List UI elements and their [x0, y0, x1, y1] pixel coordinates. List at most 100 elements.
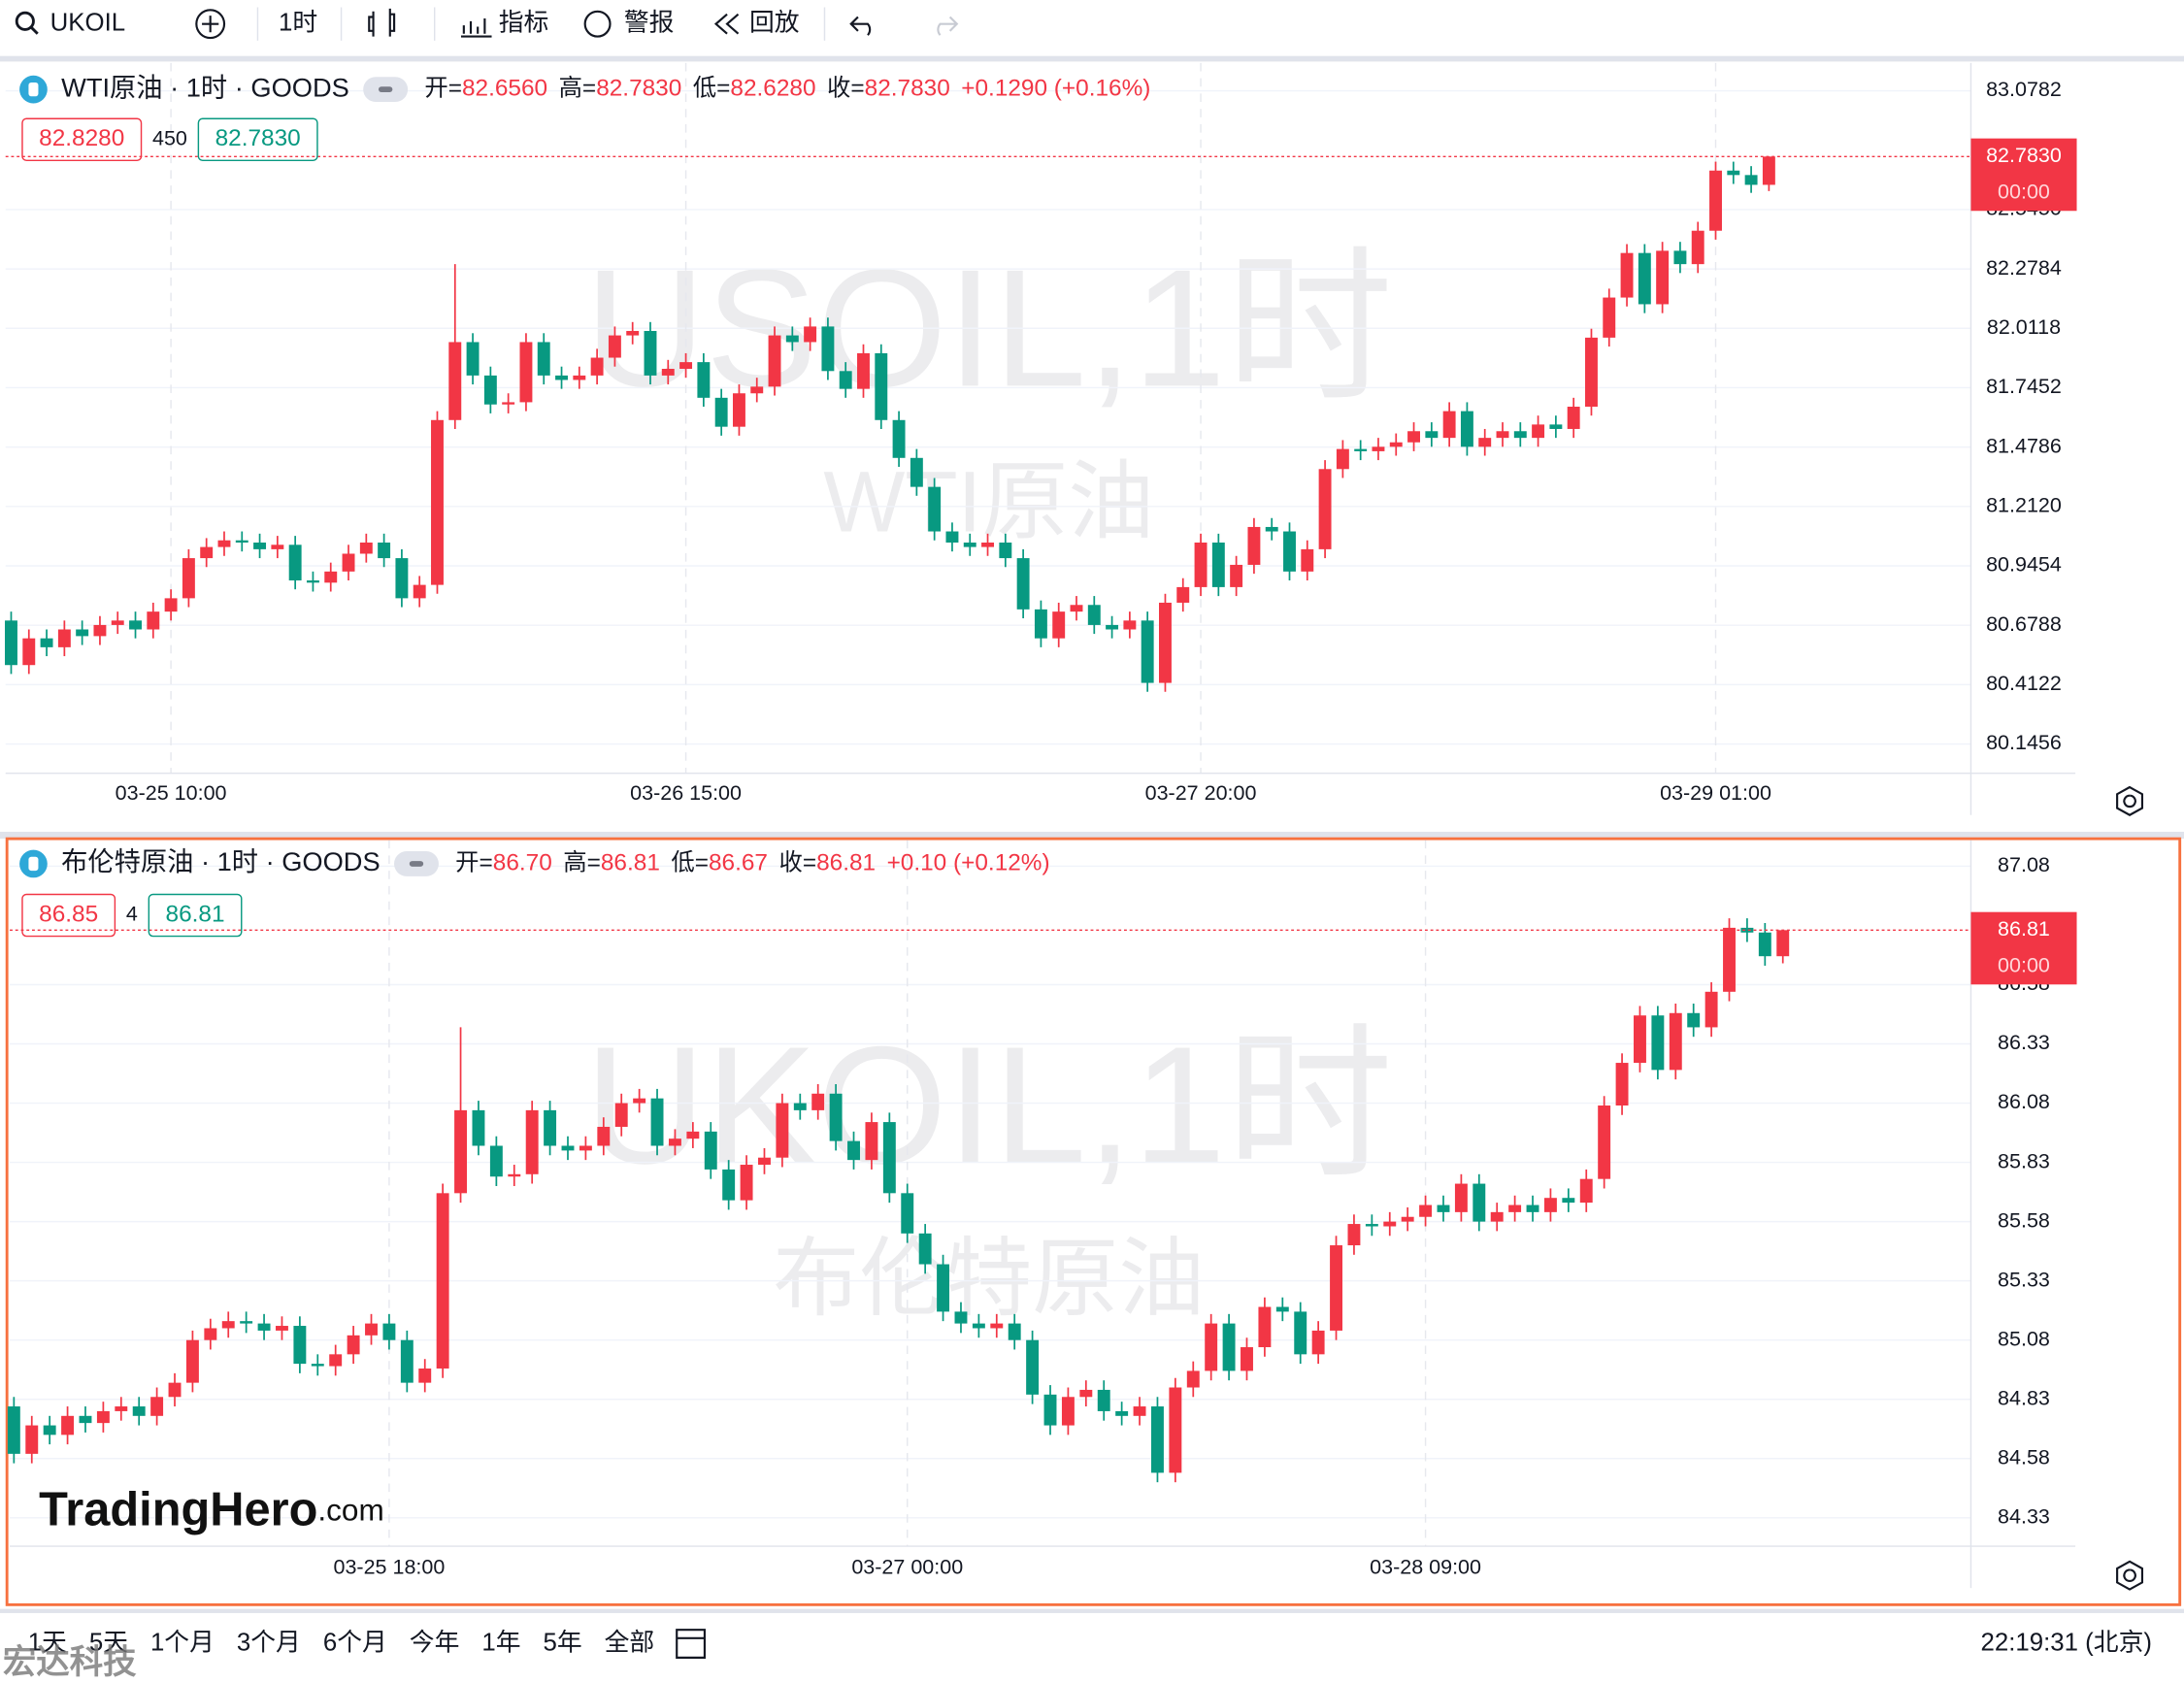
candle-body — [271, 544, 284, 549]
candle-body — [400, 1339, 414, 1383]
candle-body — [1549, 424, 1563, 429]
logo-suffix: .com — [317, 1493, 383, 1528]
candle-body — [768, 335, 781, 387]
candle-body — [1615, 1063, 1629, 1106]
settings-icon[interactable] — [2116, 1560, 2144, 1591]
candle-body — [1651, 1015, 1665, 1071]
y-tick-label: 83.0782 — [1986, 78, 2062, 101]
toolbar-divider — [256, 7, 826, 41]
candle-body — [489, 1145, 503, 1177]
redo-icon[interactable] — [937, 16, 959, 36]
source-icon-inner — [28, 856, 39, 872]
bid: 82.8280 — [39, 125, 124, 151]
candle-body — [1460, 411, 1473, 447]
toolbar-item[interactable]: 警报 — [624, 9, 675, 37]
toolbar-item[interactable]: 回放 — [749, 9, 800, 37]
candle-body — [472, 1109, 485, 1146]
last-price-tag — [1970, 138, 2077, 212]
candle-body — [972, 1323, 985, 1329]
candle-body — [519, 342, 533, 403]
candle-body — [1026, 1339, 1040, 1395]
candle-body — [1106, 624, 1119, 630]
candle-body — [288, 544, 302, 581]
candle-body — [395, 558, 409, 599]
candle-body — [918, 1233, 932, 1265]
candle-body — [811, 1093, 825, 1110]
candle-body — [785, 335, 799, 343]
y-tick-label: 82.2784 — [1986, 256, 2062, 280]
candle-body — [573, 375, 586, 380]
candle-body — [483, 375, 497, 405]
ohlc-label: 低= — [671, 849, 709, 875]
candle-body — [1079, 1389, 1093, 1398]
candle-body — [1437, 1204, 1450, 1212]
settings-icon[interactable] — [2116, 785, 2144, 816]
candle-body — [182, 558, 195, 599]
candle-body — [329, 1354, 343, 1367]
candle-body — [892, 419, 906, 458]
ask-box — [148, 893, 243, 938]
candle-body — [293, 1326, 307, 1365]
range-button[interactable]: 1年 — [481, 1628, 520, 1656]
candle-body — [221, 1321, 235, 1329]
y-tick-label: 82.0118 — [1987, 315, 2061, 339]
toolbar-item[interactable]: 指标 — [499, 9, 549, 37]
x-tick-label: 03-25 10:00 — [116, 781, 227, 805]
ohlc-label: 低= — [693, 76, 731, 102]
range-button[interactable]: 5天 — [89, 1629, 128, 1656]
range-button[interactable]: 1天 — [28, 1629, 67, 1656]
candle-body — [928, 486, 942, 532]
range-button[interactable]: 3个月 — [237, 1629, 301, 1656]
range-button[interactable]: 1个月 — [150, 1629, 215, 1656]
candle-body — [937, 1264, 950, 1312]
ohlc-label: 收= — [778, 849, 816, 875]
candle-body — [40, 638, 53, 647]
candle-body — [697, 362, 711, 398]
candle-body — [1258, 1306, 1272, 1348]
last-price-label: 82.7830 — [1986, 144, 2062, 167]
candle-body — [1087, 605, 1101, 625]
candle-body — [1169, 1387, 1182, 1473]
candle-body — [1454, 1183, 1468, 1212]
candle-body — [93, 624, 107, 637]
range-button[interactable]: 今年 — [410, 1628, 460, 1656]
candle-body — [240, 1321, 253, 1324]
candle-body — [1330, 1245, 1342, 1331]
range-button[interactable]: 5年 — [544, 1628, 582, 1656]
candle-body — [1634, 1015, 1646, 1064]
y-tick-label: 81.2120 — [1986, 494, 2062, 517]
y-tick-label: 85.08 — [1998, 1327, 2050, 1350]
candle-body — [1008, 1323, 1021, 1340]
candle-body — [1727, 170, 1740, 176]
candle-body — [22, 638, 36, 666]
candle-body — [990, 1323, 1004, 1329]
ohlc-label: 高= — [563, 849, 601, 875]
ohlc-label: 开= — [455, 849, 493, 875]
candle-body — [1526, 1204, 1539, 1212]
candle-body — [129, 620, 142, 630]
candle-body — [235, 540, 248, 544]
search-icon[interactable] — [15, 11, 35, 31]
candle-body — [1490, 1211, 1504, 1222]
symbol[interactable]: UKOIL — [50, 10, 125, 37]
candle-body — [1230, 564, 1243, 587]
range-button[interactable]: 6个月 — [323, 1629, 387, 1656]
add-icon[interactable] — [195, 9, 226, 40]
candle-body — [1513, 431, 1527, 439]
calendar-icon[interactable] — [676, 1629, 706, 1659]
undo-icon[interactable] — [849, 16, 872, 36]
candle-body — [1070, 605, 1083, 612]
settings-icons — [2116, 785, 2144, 1591]
candle-body — [544, 1109, 557, 1146]
interval[interactable]: 1时 — [279, 9, 317, 37]
candle-body — [1579, 1178, 1593, 1204]
chart-type-icon[interactable] — [368, 8, 396, 37]
candle-body — [111, 620, 124, 625]
candle-body — [704, 1131, 717, 1170]
toolbar-border — [0, 55, 2184, 62]
countdown: 00:00 — [1998, 180, 2050, 203]
y-tick-label: 85.58 — [1998, 1208, 2050, 1232]
range-button[interactable]: 全部 — [605, 1628, 655, 1656]
candle-body — [857, 352, 870, 389]
candle-body — [1704, 991, 1718, 1028]
